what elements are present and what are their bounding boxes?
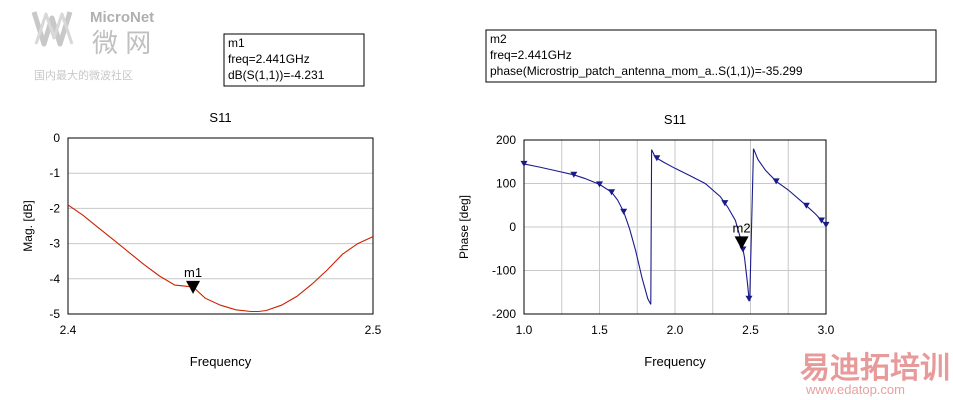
y-tick-label: -100 — [492, 264, 516, 278]
x-tick-label: 2.5 — [742, 323, 759, 337]
data-point-symbol — [520, 160, 528, 167]
x-tick-label: 1.0 — [516, 323, 533, 337]
y-tick-label: 0 — [509, 220, 516, 234]
y-tick-label: -3 — [49, 237, 60, 251]
watermark-brand-cn: 微 网 — [92, 28, 151, 58]
chart-title: S11 — [209, 110, 231, 125]
micronet-watermark: MicroNet 微 网 国内最大的微波社区 — [31, 9, 154, 82]
data-point-symbol — [653, 155, 661, 162]
chart-magnitude: S11 0 -1 -2 -3 -4 -52.4 2.5 Frequency Mag. [dB] m1 — [21, 110, 382, 369]
marker-label: m1 — [184, 265, 202, 280]
y-axis-label: Phase [deg] — [457, 195, 471, 259]
watermark-edatop-url: www.edatop.com — [805, 382, 905, 397]
data-point-symbol — [596, 181, 603, 188]
y-tick-label: -5 — [49, 307, 60, 321]
chart-title: S11 — [664, 112, 686, 127]
x-tick-label: 2.5 — [365, 323, 382, 337]
watermark-tagline: 国内最大的微波社区 — [34, 68, 133, 82]
y-tick-label: 0 — [53, 131, 60, 145]
x-tick-label: 1.5 — [591, 323, 608, 337]
y-tick-label: 100 — [496, 177, 516, 191]
marker-m1-line-1: m1 — [228, 36, 245, 50]
y-axis-label: Mag. [dB] — [21, 200, 35, 251]
x-tick-label: 2.4 — [60, 323, 77, 337]
marker-readout-m2: m2 freq=2.441GHz phase(Microstrip_patch_… — [485, 29, 937, 83]
data-point-symbol — [822, 221, 830, 228]
x-axis-label: Frequency — [190, 354, 252, 369]
y-tick-label: -1 — [49, 166, 60, 180]
x-tick-label: 2.0 — [667, 323, 684, 337]
series-line — [67, 204, 374, 313]
data-point-symbol — [608, 189, 616, 196]
marker-readout-m1: m1 freq=2.441GHz dB(S(1,1))=-4.231 — [223, 33, 365, 87]
x-axis-label: Frequency — [644, 354, 706, 369]
marker-triangle-icon[interactable] — [734, 236, 749, 250]
data-point-symbol — [620, 208, 628, 215]
y-tick-label: -2 — [49, 201, 60, 215]
y-tick-label: -200 — [492, 307, 516, 321]
data-point-symbol — [570, 171, 578, 178]
marker-triangle-icon[interactable] — [186, 280, 201, 294]
marker-m2-line-1: m2 — [490, 32, 507, 46]
data-point-symbol — [817, 217, 825, 224]
x-tick-label: 3.0 — [818, 323, 835, 337]
watermark-brand: MicroNet — [90, 9, 154, 26]
data-point-symbol — [772, 178, 780, 185]
marker-m1-line-3: dB(S(1,1))=-4.231 — [228, 68, 325, 82]
plot-frame — [67, 137, 374, 315]
edatop-watermark: 易迪拓培训 www.edatop.com — [800, 351, 950, 397]
data-point-symbol — [721, 200, 729, 207]
data-point-symbol — [739, 246, 747, 253]
marker-label: m2 — [733, 220, 751, 235]
marker-m1-line-2: freq=2.441GHz — [228, 52, 310, 66]
y-tick-label: -4 — [49, 272, 60, 286]
y-tick-label: 200 — [496, 133, 516, 147]
marker-m2-line-2: freq=2.441GHz — [490, 48, 572, 62]
watermark-edatop-cn: 易迪拓培训 — [800, 351, 950, 385]
data-point-symbol — [802, 202, 810, 209]
marker-m2-line-3: phase(Microstrip_patch_antenna_mom_a..S(… — [490, 64, 803, 78]
data-point-symbol — [745, 295, 753, 302]
micronet-logo-icon — [31, 11, 74, 47]
